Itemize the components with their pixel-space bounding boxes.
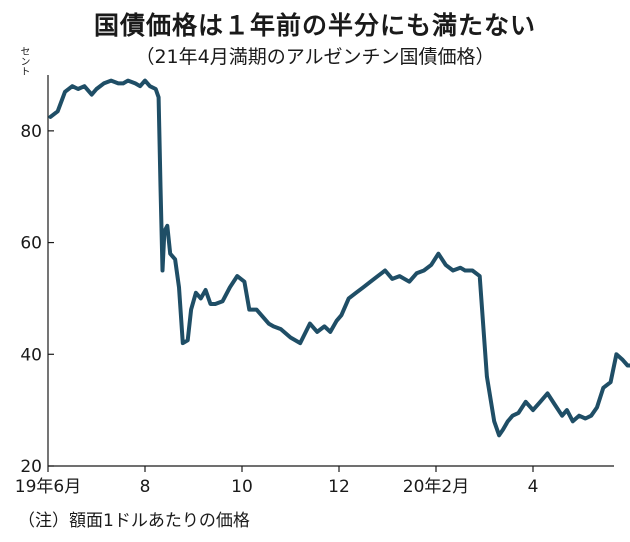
chart-title: 国債価格は１年前の半分にも満たない: [93, 11, 536, 40]
x-tick-label: 12: [328, 477, 350, 497]
y-tick-label: 60: [20, 234, 42, 254]
x-tick-label: 10: [231, 477, 253, 497]
y-tick-label: 80: [20, 122, 42, 142]
tick-labels: 20 40 60 80 19年6月 8 10 12 20年2月 4: [15, 122, 539, 497]
x-tick-label: 4: [528, 477, 539, 497]
x-tick-label: 8: [140, 477, 151, 497]
axes: [47, 75, 614, 472]
series-line: [48, 78, 630, 438]
y-tick-label: 40: [20, 345, 42, 365]
y-tick-label: 20: [20, 457, 42, 477]
chart-subtitle: （21年4月満期のアルゼンチン国債価格）: [135, 46, 495, 68]
y-axis-unit: セント: [18, 46, 29, 76]
series-lines: [48, 78, 630, 438]
x-tick-label: 19年6月: [15, 477, 81, 497]
chart-note: （注）額面1ドルあたりの価格: [18, 511, 250, 531]
x-tick-label: 20年2月: [403, 477, 469, 497]
